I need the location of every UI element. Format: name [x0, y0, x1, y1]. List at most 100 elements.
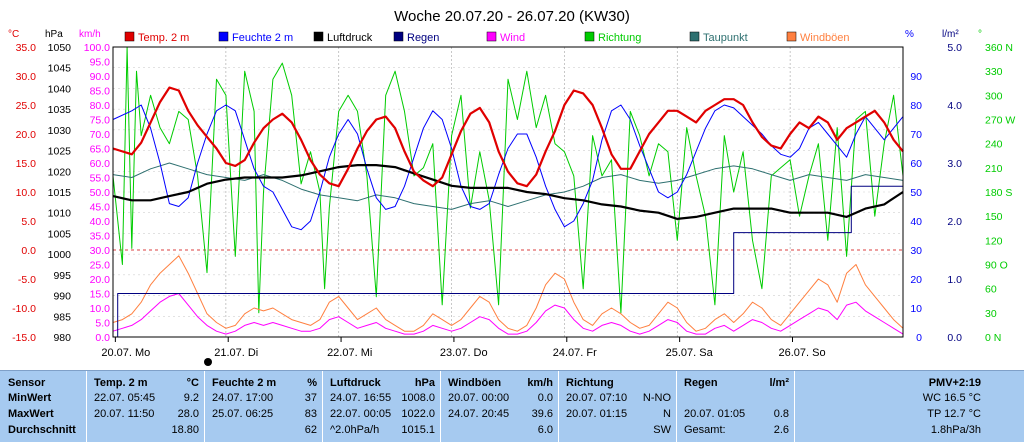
temp-tick-9: -10.0 — [12, 303, 36, 315]
pressure-avg-value: 1015.1 — [401, 424, 435, 436]
temp-tick-6: 5.0 — [21, 216, 36, 228]
day-label-5: 25.07. Sa — [666, 347, 714, 359]
wind-tick-7: 65.0 — [90, 144, 111, 156]
wind-tick-9: 55.0 — [90, 173, 111, 185]
direction-tick-11: 30 — [985, 308, 997, 320]
legend-swatch-1 — [218, 31, 229, 42]
day-label-2: 22.07. Mi — [327, 347, 372, 359]
stats-col-temp: Temp. 2 m °C 22.07. 05:45 9.2 20.07. 11:… — [86, 371, 205, 442]
stats-col-rain: Regen l/m² 20.07. 01:05 0.8 Gesamt: 2.6 — [676, 371, 795, 442]
temp-tick-5: 10.0 — [16, 187, 37, 199]
humidity-tick-4: 50 — [910, 187, 922, 199]
legend-label-6: Taupunkt — [703, 32, 748, 44]
series-temp-2-m — [112, 86, 904, 188]
temp-avg-value: 18.80 — [171, 424, 199, 436]
legend-swatch-7 — [786, 31, 797, 42]
rain-tick-5: 0.0 — [947, 332, 962, 344]
humidity-tick-3: 60 — [910, 158, 922, 170]
wind-tick-4: 80.0 — [90, 100, 111, 112]
temp-unit: °C — [186, 377, 199, 389]
rain-total-label: Gesamt: — [684, 424, 726, 436]
min-row-label: MinWert — [8, 392, 52, 404]
pressure-tick-3: 1035 — [48, 104, 72, 116]
avg-row-label: Durchschnitt — [8, 424, 76, 436]
direction-tick-6: 180 S — [985, 187, 1012, 199]
humidity-tick-2: 70 — [910, 129, 922, 141]
stats-col-sensor: Sensor MinWert MaxWert Durchschnitt — [0, 371, 86, 442]
humidity-tick-8: 10 — [910, 303, 922, 315]
humidity-tick-7: 20 — [910, 274, 922, 286]
direction-tick-0: 360 N — [985, 42, 1013, 54]
current-time-marker — [204, 358, 212, 366]
pressure-tick-2: 1040 — [48, 83, 72, 95]
humidity-tick-1: 80 — [910, 100, 922, 112]
series-taupunkt — [112, 162, 904, 210]
day-label-6: 26.07. So — [778, 347, 825, 359]
direction-tick-12: 0 N — [985, 332, 1001, 344]
wind-tick-3: 85.0 — [90, 86, 111, 98]
temp-tick-8: -5.0 — [18, 274, 36, 286]
wind-tick-5: 75.0 — [90, 115, 111, 127]
legend-label-0: Temp. 2 m — [138, 32, 189, 44]
humidity-header: Feuchte 2 m — [212, 377, 277, 389]
gust-avg-value: 6.0 — [537, 424, 553, 436]
temp-tick-4: 15.0 — [16, 158, 37, 170]
rain-max-time: 20.07. 01:05 — [684, 408, 746, 420]
pressure-tick-5: 1025 — [48, 146, 72, 158]
wind-tick-0: 100.0 — [84, 42, 110, 54]
pressure-tick-11: 995 — [53, 270, 71, 282]
stats-col-pressure: Luftdruck hPa 24.07. 16:55 1008.0 22.07.… — [322, 371, 441, 442]
direction-tick-10: 60 — [985, 284, 997, 296]
humidity-tick-6: 30 — [910, 245, 922, 257]
stats-col-direction: Richtung 20.07. 07:10 N-NO 20.07. 01:15 … — [558, 371, 677, 442]
humidity-tick-9: 0 — [916, 332, 922, 344]
temp-header: Temp. 2 m — [94, 377, 148, 389]
direction-tick-7: 150 — [985, 211, 1003, 223]
direction-tick-5: 210 — [985, 163, 1003, 175]
direction-header: Richtung — [566, 377, 614, 389]
temp-tick-10: -15.0 — [12, 332, 36, 344]
direction-max-value: N — [663, 408, 671, 420]
legend-label-1: Feuchte 2 m — [232, 32, 293, 44]
legend-swatch-3 — [393, 31, 404, 42]
weather-chart: Woche 20.07.20 - 26.07.20 (KW30) °C hPa … — [8, 8, 1016, 366]
temp-tick-2: 25.0 — [16, 100, 37, 112]
stats-col-pmv: PMV+2:19 WC 16.5 °C TP 12.7 °C 1.8hPa/3h — [794, 371, 1024, 442]
wind-tick-15: 25.0 — [90, 260, 111, 272]
legend-swatch-6 — [689, 31, 700, 42]
rain-tick-1: 4.0 — [947, 100, 962, 112]
pressure-tick-8: 1010 — [48, 208, 72, 220]
series-luftdruck — [112, 164, 904, 220]
day-label-4: 24.07. Fr — [553, 347, 597, 359]
direction-avg-value: SW — [653, 424, 671, 436]
direction-tick-4: 240 — [985, 139, 1003, 151]
humidity-unit-label: % — [905, 29, 914, 40]
temp-tick-0: 35.0 — [16, 42, 37, 54]
pressure-unit: hPa — [414, 377, 435, 389]
pressure-tick-9: 1005 — [48, 228, 72, 240]
gust-max-value: 39.6 — [531, 408, 553, 420]
pressure-max-time: 22.07. 00:05 — [330, 408, 392, 420]
wind-tick-11: 45.0 — [90, 202, 111, 214]
pmv-trend: 1.8hPa/3h — [930, 424, 981, 436]
rain-max-value: 0.8 — [773, 408, 789, 420]
gust-max-time: 24.07. 20:45 — [448, 408, 510, 420]
direction-min-time: 20.07. 07:10 — [566, 392, 628, 404]
temp-max-time: 20.07. 11:50 — [94, 408, 155, 420]
pressure-tick-4: 1030 — [48, 125, 72, 137]
wind-tick-12: 40.0 — [90, 216, 111, 228]
wind-tick-8: 60.0 — [90, 158, 111, 170]
gust-header: Windböen — [448, 377, 502, 389]
direction-tick-2: 300 — [985, 90, 1003, 102]
chart-axes: 35.0 30.0 25.0 20.0 15.0 10.0 5.0 0.0 -5.0 -10.0 -… — [12, 42, 1015, 359]
wind-tick-18: 10.0 — [90, 303, 111, 315]
wind-tick-16: 20.0 — [90, 274, 111, 286]
legend-swatch-0 — [124, 31, 135, 42]
humidity-min-value: 37 — [304, 392, 317, 404]
pressure-min-time: 24.07. 16:55 — [330, 392, 392, 404]
pressure-tick-10: 1000 — [48, 249, 72, 261]
stats-col-humidity: Feuchte 2 m % 24.07. 17:00 37 25.07. 06:… — [204, 371, 323, 442]
rain-tick-0: 5.0 — [947, 42, 962, 54]
legend-label-7: Windböen — [800, 32, 850, 44]
pressure-tick-12: 990 — [53, 291, 71, 303]
